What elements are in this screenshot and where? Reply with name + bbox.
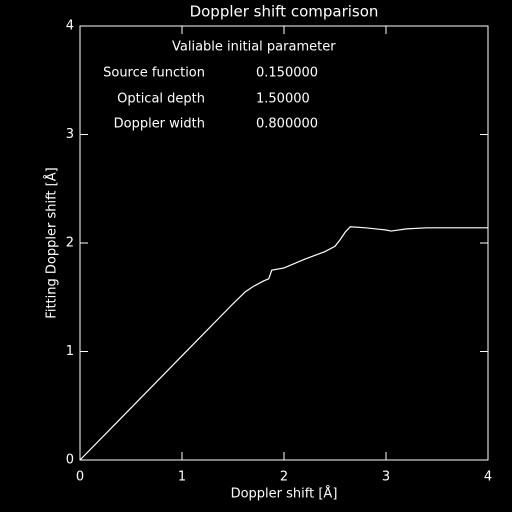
y-tick-label: 2 [66, 236, 74, 251]
annotation-value: 0.800000 [256, 117, 318, 132]
annotation-value: 0.150000 [256, 66, 318, 81]
chart-title: Doppler shift comparison [190, 3, 379, 21]
y-tick-label: 4 [66, 19, 74, 34]
annotation-label: Source function [103, 66, 205, 81]
x-tick-label: 4 [484, 470, 492, 485]
annotation-value: 1.50000 [256, 92, 310, 107]
x-tick-label: 1 [178, 470, 186, 485]
y-axis-label: Fitting Doppler shift [Å] [44, 167, 60, 318]
x-tick-label: 0 [76, 470, 84, 485]
y-tick-label: 3 [66, 127, 74, 142]
x-tick-label: 3 [382, 470, 390, 485]
annotation-label: Doppler width [114, 117, 205, 132]
data-line [79, 226, 488, 461]
y-tick-label: 0 [66, 453, 74, 468]
x-axis-label: Doppler shift [Å] [231, 486, 338, 502]
y-tick-label: 1 [66, 344, 74, 359]
annotation-label: Optical depth [117, 92, 205, 107]
x-tick-label: 2 [280, 470, 288, 485]
annotation-heading: Valiable initial parameter [172, 40, 336, 55]
